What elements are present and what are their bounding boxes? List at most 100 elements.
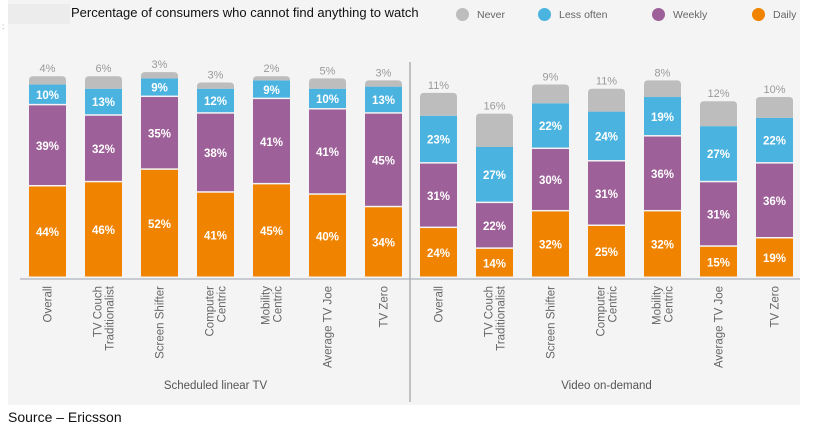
bar-segment-less-often	[253, 80, 290, 98]
bar-segment-weekly	[29, 105, 66, 185]
data-label-less-often: 13%	[372, 95, 395, 107]
data-label-weekly: 39%	[36, 141, 59, 153]
legend-label: Less often	[559, 8, 608, 21]
data-label-never: 6%	[96, 63, 112, 75]
data-label-daily: 32%	[539, 240, 562, 252]
bar-segment-never	[756, 97, 793, 118]
bar-segment-never	[309, 78, 346, 89]
dot-mark: :	[2, 22, 5, 31]
data-label-less-often: 10%	[36, 90, 59, 102]
data-label-never: 3%	[208, 69, 224, 81]
bar-segment-weekly	[420, 163, 457, 227]
data-label-never: 10%	[763, 84, 785, 96]
data-label-less-often: 9%	[263, 85, 280, 97]
chart-title: Percentage of consumers who cannot find …	[71, 5, 419, 20]
legend-dot-icon	[652, 8, 665, 21]
bar-segment-never	[700, 101, 737, 127]
category-label: Traditionalist	[496, 285, 508, 351]
category-label: Screen Shifter	[155, 286, 167, 359]
category-label: Centric	[664, 286, 676, 323]
bar-segment-never	[253, 76, 290, 81]
category-label: Mobility	[652, 286, 664, 325]
bar-segment-daily	[29, 186, 66, 277]
bar-segment-daily	[476, 248, 513, 277]
bar-segment-never	[476, 113, 513, 147]
bar-segment-weekly	[141, 97, 178, 169]
bar-segment-never	[197, 82, 234, 89]
bar-segment-weekly	[476, 203, 513, 248]
bar-segment-weekly	[588, 161, 625, 225]
bar-segment-less-often	[365, 86, 402, 113]
bar-segment-less-often	[532, 103, 569, 148]
category-label: TV Couch	[93, 286, 105, 337]
data-label-weekly: 32%	[92, 144, 115, 156]
data-label-daily: 24%	[427, 248, 450, 260]
data-label-never: 3%	[376, 67, 392, 79]
data-label-never: 11%	[596, 76, 617, 88]
data-label-weekly: 36%	[763, 196, 786, 208]
category-label: Average TV Joe	[323, 286, 335, 368]
category-label: TV Couch	[484, 286, 496, 337]
legend-dot-icon	[752, 8, 765, 21]
bar-segment-weekly	[253, 99, 290, 183]
bar-segment-weekly	[756, 163, 793, 237]
category-label: TV Zero	[379, 286, 391, 328]
data-label-never: 3%	[152, 59, 168, 71]
data-label-weekly: 35%	[148, 128, 171, 140]
category-label: Centric	[217, 286, 229, 323]
bar-segment-daily	[197, 192, 234, 277]
data-label-daily: 44%	[36, 227, 59, 239]
category-label: Computer	[596, 286, 608, 337]
bar-segment-weekly	[700, 182, 737, 246]
category-label: Average TV Joe	[714, 286, 726, 368]
bar-segment-daily	[365, 207, 402, 277]
bar-segment-less-often	[588, 111, 625, 161]
data-label-less-often: 27%	[707, 149, 730, 161]
legend-dot-icon	[538, 8, 551, 21]
data-label-never: 8%	[655, 67, 671, 79]
data-label-daily: 40%	[316, 231, 339, 243]
data-label-never: 16%	[483, 101, 505, 113]
title-box	[8, 4, 70, 24]
legend-item-daily: Daily	[752, 8, 796, 21]
bar-segment-less-often	[309, 88, 346, 109]
bar-segment-weekly	[365, 113, 402, 206]
data-label-weekly: 41%	[260, 137, 283, 149]
category-label: Centric	[273, 286, 285, 323]
bar-segment-never	[532, 84, 569, 104]
bar-segment-never	[588, 88, 625, 112]
bar-segment-never	[644, 80, 681, 98]
group-label: Scheduled linear TV	[164, 380, 268, 392]
legend-item-weekly: Weekly	[652, 8, 707, 21]
data-label-weekly: 41%	[316, 147, 339, 159]
category-label: Centric	[608, 286, 620, 323]
category-label: Overall	[43, 286, 55, 322]
bar-segment-weekly	[85, 115, 122, 181]
bar-segment-weekly	[197, 113, 234, 192]
data-label-weekly: 31%	[707, 210, 730, 222]
data-label-daily: 46%	[92, 225, 115, 237]
data-label-less-often: 10%	[316, 94, 339, 106]
data-label-weekly: 22%	[483, 221, 506, 233]
data-label-less-often: 23%	[427, 135, 450, 147]
data-label-less-often: 24%	[595, 132, 618, 144]
bar-segment-daily	[700, 246, 737, 277]
data-label-less-often: 12%	[204, 96, 227, 108]
data-label-weekly: 31%	[595, 189, 618, 201]
bar-segment-less-often	[644, 97, 681, 136]
data-label-less-often: 19%	[651, 112, 674, 124]
bar-segment-less-often	[85, 88, 122, 115]
bar-segment-less-often	[700, 126, 737, 181]
data-label-weekly: 31%	[427, 191, 450, 203]
data-label-daily: 34%	[372, 238, 395, 250]
data-label-daily: 19%	[763, 253, 786, 265]
data-label-less-often: 22%	[763, 136, 786, 148]
data-label-daily: 41%	[204, 230, 227, 242]
bar-segment-never	[29, 76, 66, 85]
category-label: Computer	[205, 286, 217, 337]
bar-segment-weekly	[532, 149, 569, 210]
data-label-never: 12%	[707, 88, 729, 100]
category-label: Overall	[434, 286, 446, 322]
data-label-less-often: 22%	[539, 121, 562, 133]
